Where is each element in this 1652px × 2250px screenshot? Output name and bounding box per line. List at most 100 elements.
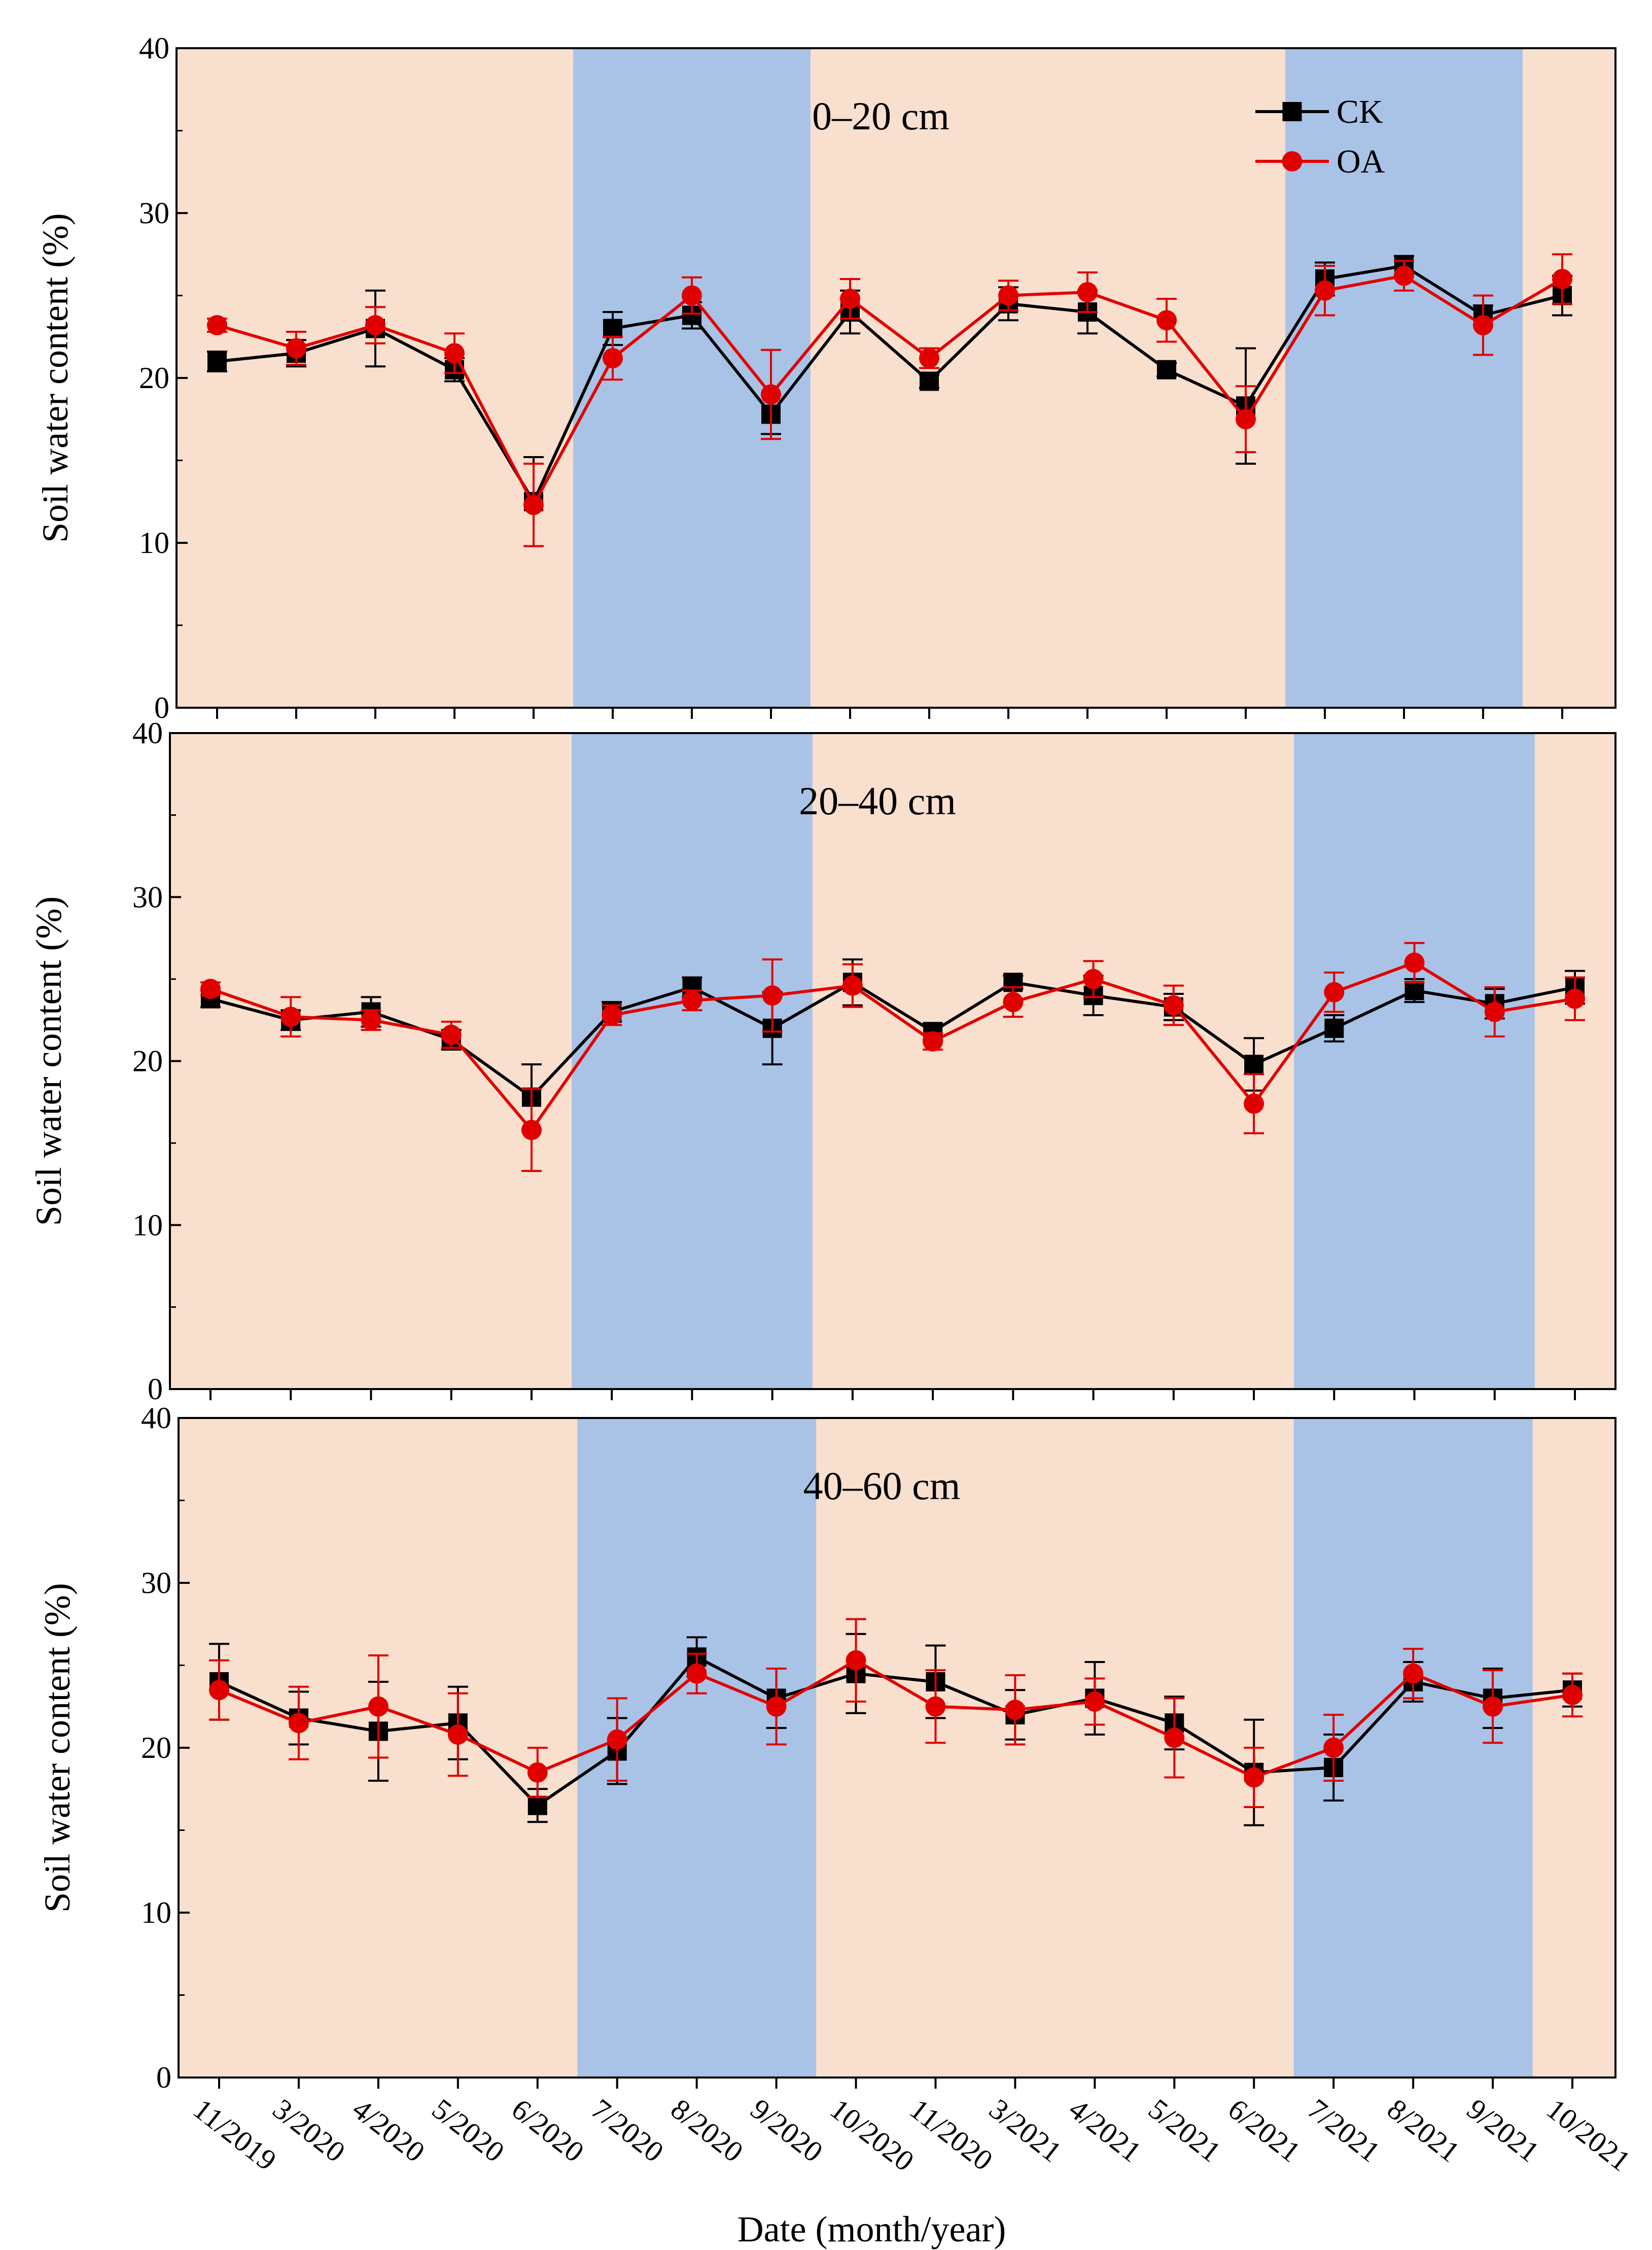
x-tick-label: 6/2021 [1222, 2092, 1307, 2168]
data-point-oa [766, 1696, 787, 1717]
data-point-oa [441, 1024, 462, 1045]
panel-title: 0–20 cm [812, 94, 950, 138]
chart-panel-3: 0 10 20 30 40 Soil water content (%) 40–60 cm 1… [37, 1401, 1637, 2249]
data-point-oa [1565, 988, 1585, 1009]
data-point-oa [521, 1120, 542, 1140]
shaded-period-2 [1285, 48, 1523, 708]
data-point-ck [1404, 981, 1424, 1000]
chart-panel-1: 0 10 20 30 40 Soil water content (%) 0–20 cm CK… [35, 31, 1616, 724]
chart-panel-2: 0 10 20 30 40 Soil water content (%) 20–40 cm [28, 716, 1616, 1406]
data-point-oa [207, 315, 227, 335]
y-tick-label: 40 [141, 1401, 171, 1435]
legend-label-ck: CK [1337, 93, 1383, 130]
data-point-oa [846, 1650, 866, 1671]
y-tick-label: 20 [132, 1045, 163, 1078]
data-point-oa [361, 1010, 381, 1030]
data-point-oa [1483, 1696, 1503, 1717]
series-line-oa [210, 961, 1575, 1132]
data-point-oa [1084, 1691, 1105, 1712]
x-tick-label: 11/2019 [187, 2092, 283, 2177]
y-tick-label: 20 [141, 1731, 171, 1764]
series-line-ck [217, 264, 1563, 503]
data-point-oa [1404, 952, 1425, 973]
data-point-oa [523, 495, 544, 515]
data-point-ck [207, 352, 227, 371]
data-point-oa [1403, 1663, 1424, 1684]
x-tick-label: 7/2020 [585, 2092, 670, 2168]
x-tick-label: 9/2021 [1461, 2092, 1545, 2168]
data-point-ck [603, 319, 622, 338]
data-point-oa [919, 348, 939, 368]
y-tick-label: 10 [139, 526, 169, 560]
x-axis-label: Date (month/year) [737, 2209, 1006, 2249]
data-point-oa [1244, 1093, 1264, 1114]
y-axis-label: Soil water content (%) [37, 1583, 78, 1913]
x-tick-label: 3/2020 [267, 2092, 352, 2168]
data-point-ck [1157, 360, 1176, 379]
x-tick-label: 10/2020 [824, 2092, 921, 2177]
data-point-oa [607, 1729, 627, 1750]
panel-title: 20–40 cm [799, 779, 956, 823]
x-tick-label: 9/2020 [745, 2092, 829, 2168]
data-point-oa [368, 1696, 389, 1717]
legend-marker-oa [1282, 151, 1303, 171]
data-point-oa [1324, 982, 1345, 1002]
data-point-oa [1077, 282, 1098, 302]
series-line-oa [217, 274, 1563, 507]
data-point-oa [200, 979, 221, 999]
data-point-oa [1083, 968, 1104, 989]
series-oa [200, 942, 1585, 1172]
data-point-oa [1156, 310, 1177, 331]
y-tick-label: 30 [139, 196, 169, 230]
x-tick-label: 8/2021 [1381, 2092, 1466, 2168]
series-oa [209, 1618, 1583, 1808]
data-point-oa [1315, 280, 1335, 301]
data-point-oa [280, 1007, 301, 1027]
data-point-oa [1005, 1700, 1026, 1720]
x-tick-label: 11/2020 [903, 2092, 999, 2177]
x-tick-label: 10/2021 [1540, 2092, 1637, 2177]
x-tick-label: 4/2021 [1063, 2092, 1147, 2168]
data-point-oa [998, 285, 1018, 306]
x-tick-label: 5/2020 [426, 2092, 511, 2168]
data-point-oa [682, 990, 702, 1011]
y-tick-label: 40 [132, 716, 163, 750]
data-point-oa [1473, 315, 1493, 335]
data-point-oa [286, 338, 306, 359]
x-tick-label: 6/2020 [506, 2092, 590, 2168]
data-point-oa [288, 1713, 309, 1734]
data-point-oa [840, 289, 860, 309]
y-tick-label: 0 [148, 1372, 163, 1406]
shaded-period-1 [572, 733, 813, 1389]
shaded-period-1 [573, 48, 811, 708]
series-line-oa [218, 1658, 1573, 1779]
data-point-oa [209, 1680, 229, 1701]
y-tick-label: 20 [139, 361, 169, 395]
shaded-period-2 [1294, 733, 1535, 1389]
x-tick-label: 7/2021 [1302, 2092, 1386, 2168]
data-point-oa [1562, 1685, 1583, 1705]
y-tick-label: 40 [139, 31, 169, 65]
x-tick-label: 8/2020 [665, 2092, 750, 2168]
y-tick-label: 30 [132, 880, 163, 914]
series-line-ck [218, 1655, 1573, 1807]
data-point-oa [1164, 1727, 1185, 1748]
data-point-oa [925, 1696, 946, 1717]
data-point-oa [923, 1031, 943, 1052]
y-tick-label: 10 [132, 1208, 163, 1242]
data-point-ck [1324, 1018, 1344, 1038]
data-point-ck [528, 1795, 547, 1815]
series-line-ck [210, 981, 1575, 1099]
data-point-oa [682, 285, 702, 306]
y-tick-label: 0 [154, 691, 169, 724]
series-oa [207, 253, 1572, 547]
data-point-oa [686, 1663, 707, 1684]
y-axis-label: Soil water content (%) [35, 213, 76, 543]
x-tick-label: 4/2020 [346, 2092, 431, 2168]
data-point-oa [1244, 1767, 1264, 1788]
data-point-oa [1163, 995, 1184, 1016]
data-point-oa [761, 384, 781, 405]
legend: CK OA [1255, 93, 1385, 180]
data-point-oa [762, 985, 783, 1006]
